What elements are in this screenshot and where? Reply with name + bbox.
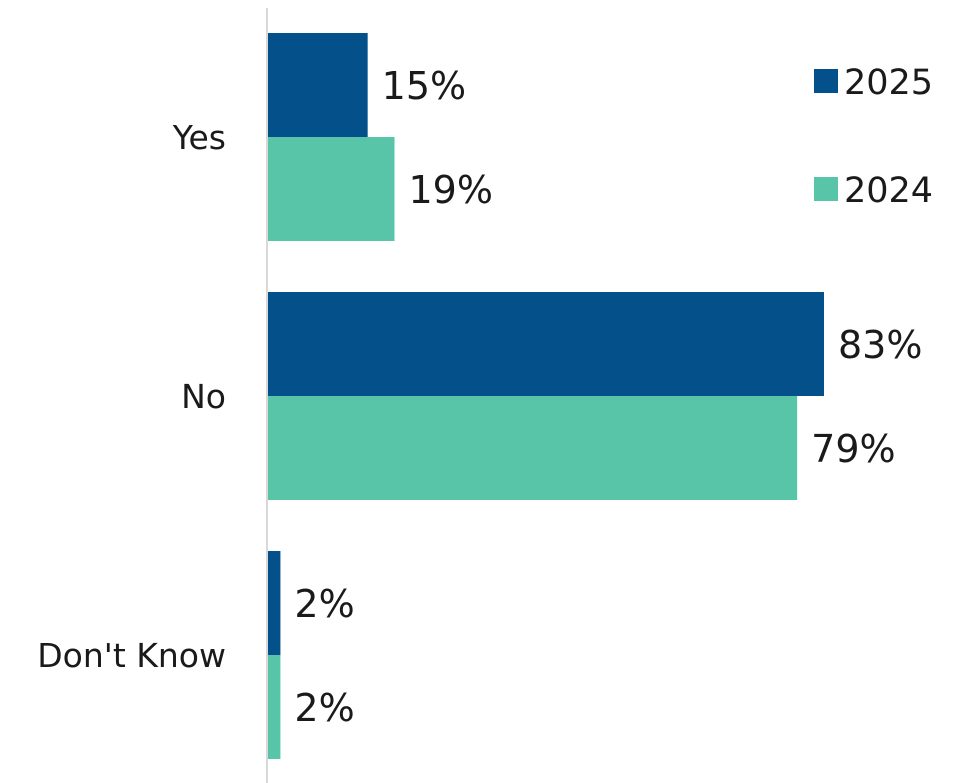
bar-no-2025 [267,292,824,396]
bar-yes-2024 [267,137,395,241]
legend: 2025 2024 [814,63,933,211]
bars-group [267,33,824,759]
data-label-no-2024: 79% [811,427,895,471]
legend-label-2025: 2025 [844,63,933,103]
legend-swatch-2025 [814,69,838,93]
data-label-don-t-know-2024: 2% [294,686,354,730]
data-labels-group: 15% 19% 83% 79% 2% 2% [294,64,922,730]
data-label-don-t-know-2025: 2% [294,582,354,626]
bar-yes-2025 [267,33,368,137]
legend-label-2024: 2024 [844,171,933,211]
category-label-yes: Yes [172,118,226,157]
data-label-no-2025: 83% [838,323,922,367]
category-labels-group: Yes No Don't Know [37,118,226,675]
category-label-no: No [181,377,226,416]
data-label-yes-2024: 19% [409,168,493,212]
bar-don-t-know-2024 [267,655,281,759]
bar-no-2024 [267,396,798,500]
data-label-yes-2025: 15% [382,64,466,108]
category-label-don-t-know: Don't Know [37,636,226,675]
legend-swatch-2024 [814,177,838,201]
bar-don-t-know-2025 [267,551,281,655]
